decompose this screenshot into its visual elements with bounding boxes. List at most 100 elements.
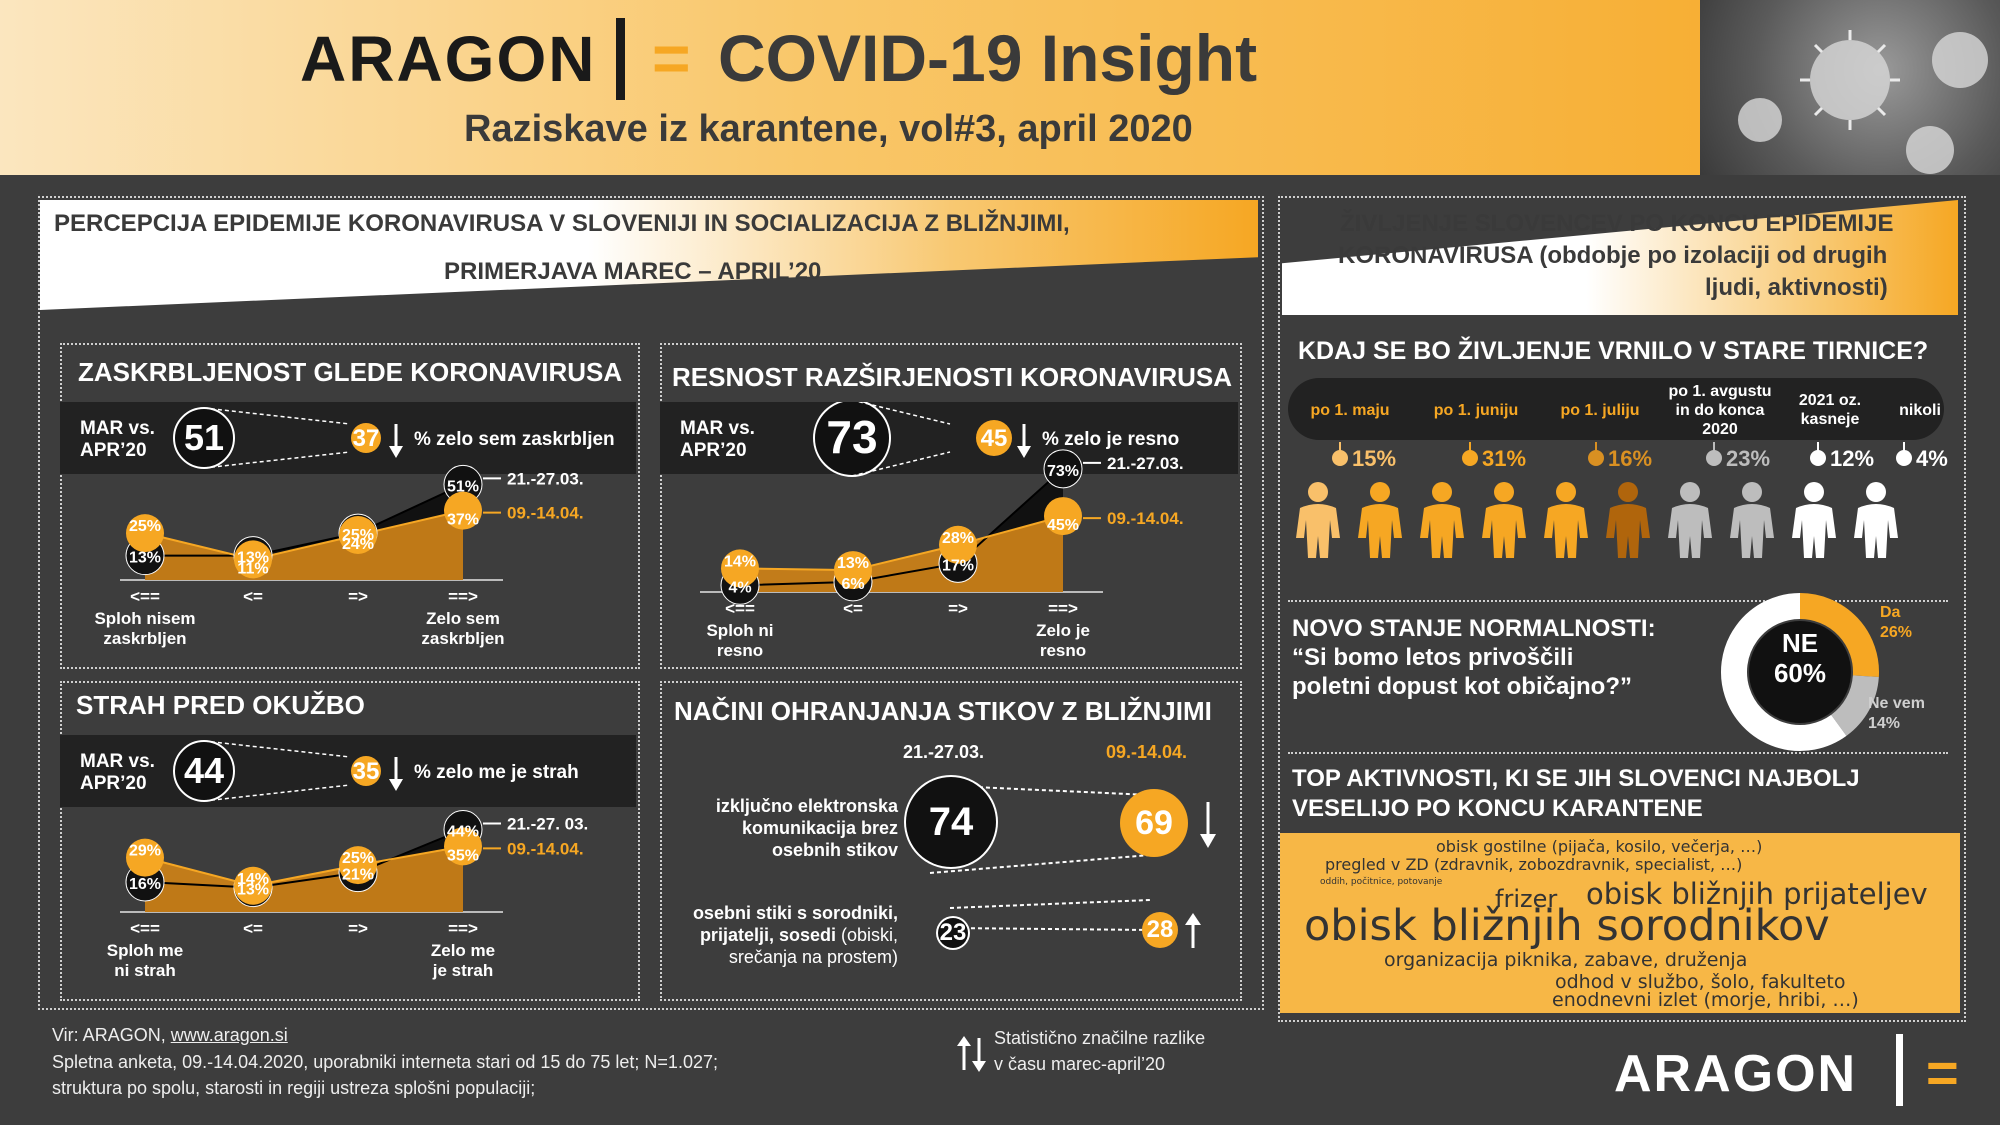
word-frizer: frizer [1495, 885, 1558, 913]
donut-dk-label: Ne vem 14% [1868, 695, 1925, 732]
activities-title-2: VESELIJO PO KONCU KARANTENE [1292, 795, 1703, 822]
question-title: NOVO STANJE NORMALNOSTI: [1292, 615, 1656, 642]
return-category-label: po 1. avgustu in do konca 2020 [1668, 382, 1772, 438]
tick-label: ==> [448, 919, 478, 938]
area-apr [145, 846, 463, 912]
person-icon [1680, 482, 1700, 502]
donut-no-pct: 60% [1773, 658, 1827, 688]
header-banner [0, 0, 2000, 175]
summary-apr-circle [351, 756, 381, 786]
summary-apr-value: 37 [353, 425, 380, 452]
summary-mar-label: MAR vs. [80, 418, 155, 439]
tick-label: <== [130, 919, 160, 938]
return-dot [1462, 450, 1478, 466]
right-section-title-2: KORONAVIRUSA (obdobje po izolaciji od dr… [1338, 242, 1888, 269]
summary-label: % zelo sem zaskrbljen [414, 429, 615, 450]
footer-line2: Spletna anketa, 09.-14.04.2020, uporabni… [52, 1052, 718, 1072]
point-apr [444, 491, 482, 530]
footer-link[interactable]: www.aragon.si [170, 1025, 288, 1045]
contacts-row1-apr: 69 [1120, 789, 1188, 857]
person-icon [1556, 482, 1576, 502]
tick-sublabel: je strah [432, 961, 493, 980]
legend-mar: 21.-27.03. [1107, 454, 1184, 473]
contacts-legend-mar: 21.-27.03. [903, 742, 985, 762]
person-icon [1420, 504, 1464, 558]
label-apr: 24% [342, 536, 374, 553]
tick-label: <== [725, 599, 755, 618]
legend-mar: 21.-27.03. [507, 469, 584, 488]
return-pct: 23% [1726, 446, 1770, 471]
word-piknik: organizacija piknika, zabave, druženja [1384, 949, 1748, 971]
tick-sublabel: Sploh ni [706, 621, 773, 640]
chart-concern: 13%25%<==Sploh nisemzaskrbljen13%11%<=25… [80, 407, 615, 648]
return-title: KDAJ SE BO ŽIVLJENJE VRNILO V STARE TIRN… [1298, 337, 1929, 365]
summary-strip-severity [660, 402, 1238, 474]
label-mar: 73% [1047, 463, 1079, 480]
footer-brand-equals: = [1926, 1041, 1959, 1104]
word-sorodniki: obisk bližnjih sorodnikov [1304, 901, 1830, 951]
tick-sublabel: Zelo je [1036, 621, 1090, 640]
point-apr [126, 838, 164, 877]
summary-mar-label: MAR vs. [80, 751, 155, 772]
person-icon [1494, 482, 1514, 502]
word-zd: pregled v ZD (zdravnik, zobozdravnik, sp… [1325, 855, 1743, 874]
legend-apr: 09.-14.04. [507, 504, 584, 523]
footer-brand-divider [1896, 1034, 1903, 1106]
question-line-2: poletni dopust kot običajno?” [1292, 673, 1632, 700]
tick-sublabel: resno [717, 641, 763, 660]
tick-label: <= [243, 587, 263, 606]
line-apr [144, 845, 464, 887]
chart-box-concern [60, 343, 640, 669]
summary-apr-value: 45 [981, 425, 1008, 452]
divider-1 [1288, 600, 1948, 602]
person-icon [1866, 482, 1886, 502]
contacts-row1-label: izključno elektronska komunikacija brez … [715, 796, 898, 860]
tick-label: ==> [1048, 599, 1078, 618]
label-apr: 11% [237, 560, 268, 577]
tick-label: <= [243, 919, 263, 938]
label-apr: 13% [837, 555, 869, 572]
summary-apr-label: APR’20 [80, 773, 147, 794]
chart-box-fear [60, 681, 640, 1001]
legend-apr: 09.-14.04. [507, 839, 584, 858]
person-icon [1792, 504, 1836, 558]
line-apr [739, 515, 1064, 572]
donut-slice-ne [1721, 593, 1847, 751]
brand-logo: ARAGON [300, 23, 597, 95]
word-cloud: obisk gostilne (pijača, kosilo, večerja,… [1280, 833, 1960, 1013]
return-category-label: po 1. juniju [1433, 401, 1519, 419]
footer-sig-2: v času marec-april’20 [994, 1054, 1166, 1074]
donut-slice-da [1799, 593, 1879, 677]
tick-sublabel: Sploh me [107, 941, 184, 960]
summary-strip-concern [60, 402, 636, 474]
label-mar: 13% [237, 550, 269, 567]
summary-apr-circle [976, 420, 1012, 456]
tick-label: <== [130, 587, 160, 606]
contacts-row2-apr: 28 [1142, 912, 1178, 948]
label-mar: 13% [129, 550, 161, 567]
return-pct: 12% [1830, 446, 1874, 471]
donut-no-label: NE [1781, 628, 1819, 658]
summary-mar-value: 73 [826, 411, 877, 463]
question-line-1: “Si bomo letos privoščili [1292, 644, 1574, 671]
return-pct: 4% [1916, 446, 1948, 471]
summary-connector [203, 740, 351, 758]
return-pct: 15% [1352, 446, 1396, 471]
footer-sig-1: Statistično značilne razlike [994, 1028, 1206, 1048]
area-apr [145, 510, 463, 580]
arrow-up-icon [1185, 913, 1201, 948]
person-icon [1804, 482, 1824, 502]
word-gostilne: obisk gostilne (pijača, kosilo, večerja,… [1436, 837, 1763, 856]
return-category-label: po 1. juliju [1560, 401, 1640, 419]
person-icon [1606, 504, 1650, 558]
summary-apr-label: APR’20 [680, 440, 747, 461]
label-mar: 21% [342, 867, 374, 884]
brand-divider [616, 18, 625, 100]
return-dot [1588, 450, 1604, 466]
tick-label: <= [843, 599, 863, 618]
point-apr [234, 540, 272, 579]
right-panel [1278, 196, 1966, 1022]
brand-equals: = [652, 21, 691, 95]
point-apr [234, 866, 272, 905]
